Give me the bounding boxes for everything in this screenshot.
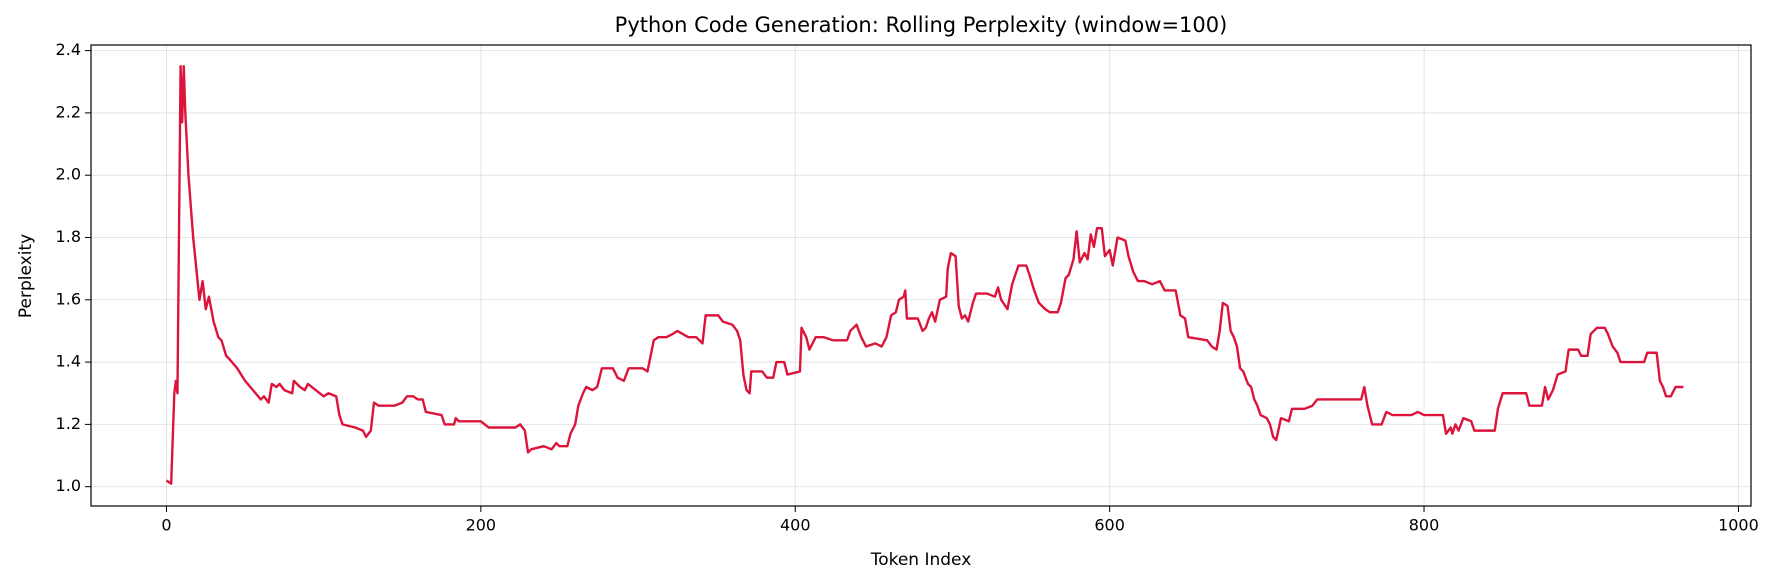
y-tick-label: 2.4 <box>56 40 81 59</box>
chart-title: Python Code Generation: Rolling Perplexi… <box>615 13 1228 37</box>
x-tick-label: 800 <box>1409 516 1440 535</box>
y-tick-label: 1.6 <box>56 289 81 308</box>
y-tick-label: 1.8 <box>56 227 81 246</box>
y-tick-label: 2.0 <box>56 165 81 184</box>
plot-frame <box>90 44 1752 507</box>
x-tick-label: 400 <box>780 516 811 535</box>
x-axis-label: Token Index <box>870 550 972 570</box>
line-series <box>165 64 1684 485</box>
x-tick-label: 1000 <box>1718 516 1759 535</box>
x-tick-label: 0 <box>161 516 171 535</box>
y-tick-label: 1.2 <box>56 414 81 433</box>
y-tick-label: 1.0 <box>56 476 81 495</box>
x-tick-label: 600 <box>1094 516 1125 535</box>
y-axis-label: Perplexity <box>16 234 36 318</box>
y-tick-label: 2.2 <box>56 102 81 121</box>
x-tick-label: 200 <box>466 516 497 535</box>
y-tick-label: 1.4 <box>56 352 81 371</box>
